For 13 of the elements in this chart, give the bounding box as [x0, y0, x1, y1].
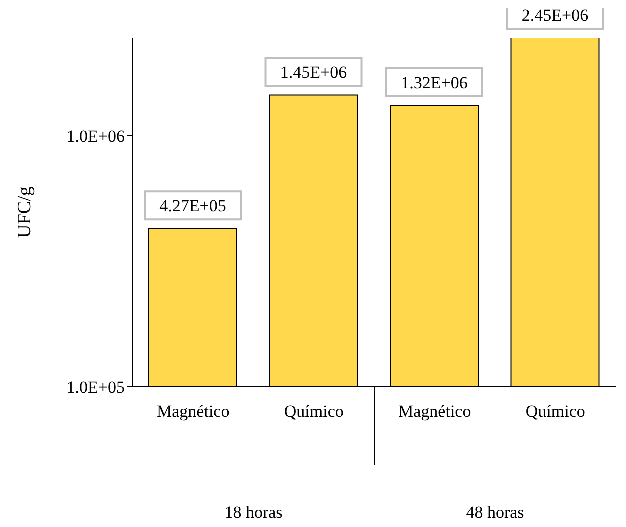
y-tick-label: 1.0E+06	[66, 126, 125, 146]
data-label: 1.32E+06	[401, 73, 468, 92]
x-tick-label: Magnético	[398, 402, 472, 421]
data-label: 1.45E+06	[280, 63, 348, 82]
data-label: 4.27E+05	[160, 196, 226, 216]
y-tick-label: 1.0E+05	[66, 378, 125, 398]
x-tick-label: Químico	[284, 402, 344, 421]
x-tick-label: Químico	[526, 402, 586, 421]
text: 18 horas	[224, 503, 284, 523]
x-tick-label: Magnético	[157, 402, 230, 421]
y-axis-title: UFC/g	[14, 186, 36, 238]
text: 48 horas	[465, 503, 526, 523]
data-label: 2.45E+06	[522, 6, 589, 25]
